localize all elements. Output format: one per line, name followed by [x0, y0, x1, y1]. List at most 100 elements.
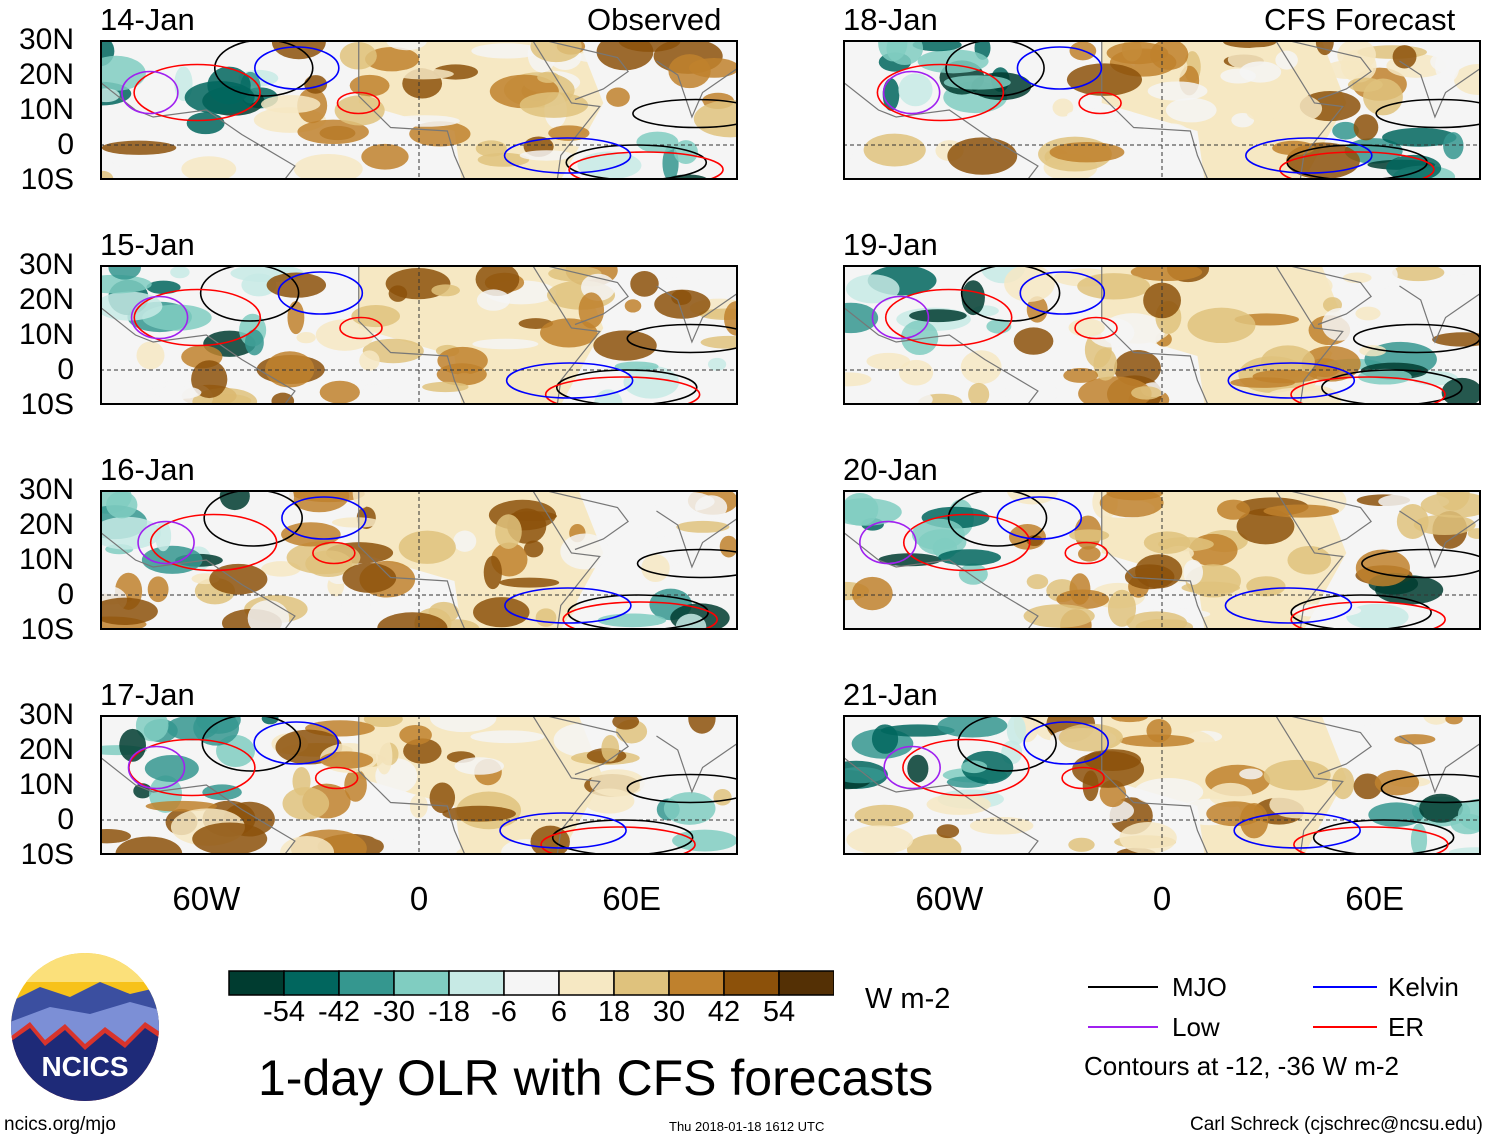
- olr-anomaly-patch: [909, 309, 967, 323]
- olr-anomaly-patch: [695, 495, 728, 520]
- contour-kel: [1245, 137, 1373, 174]
- olr-anomaly-patch: [639, 774, 659, 797]
- olr-anomaly-patch: [389, 115, 460, 127]
- olr-anomaly-patch: [912, 40, 962, 52]
- olr-anomaly-patch: [540, 318, 598, 348]
- olr-anomaly-patch: [1392, 265, 1445, 282]
- contour-kel: [253, 721, 339, 765]
- olr-anomaly-patch: [219, 490, 250, 511]
- olr-anomaly-patch: [352, 490, 372, 509]
- longitude-label: 60E: [602, 880, 662, 917]
- olr-anomaly-patch: [196, 715, 241, 734]
- colorbar-swatch: [393, 970, 450, 996]
- olr-anomaly-patch: [654, 289, 711, 319]
- contour-mjo: [213, 40, 314, 97]
- colorbar-tick-label: -6: [491, 996, 517, 1028]
- olr-anomaly-patch: [866, 352, 911, 370]
- latitude-label: 0: [57, 578, 74, 611]
- olr-anomaly-patch: [968, 382, 990, 405]
- olr-anomaly-patch: [958, 563, 988, 585]
- olr-anomaly-patch: [1457, 798, 1481, 831]
- olr-anomaly-patch: [304, 75, 328, 94]
- olr-anomaly-patch: [361, 143, 409, 170]
- olr-anomaly-patch: [854, 804, 914, 827]
- olr-anomaly-patch: [112, 154, 135, 168]
- olr-anomaly-patch: [1119, 734, 1195, 747]
- olr-anomaly-patch: [1413, 514, 1476, 535]
- olr-anomaly-patch: [429, 782, 456, 814]
- olr-anomaly-patch: [1187, 307, 1256, 344]
- olr-anomaly-patch: [1331, 767, 1355, 800]
- olr-anomaly-patch: [1230, 86, 1286, 102]
- olr-anomaly-patch: [1126, 611, 1188, 630]
- olr-anomaly-patch: [880, 724, 955, 737]
- olr-anomaly-patch: [334, 95, 385, 126]
- latitude-label: 30N: [18, 248, 74, 281]
- contour-mjo: [1361, 548, 1481, 579]
- contour-mjo: [947, 490, 1048, 547]
- contour-er: [1061, 766, 1105, 790]
- latitude-label: 0: [57, 128, 74, 161]
- colorbar-swatch: [448, 970, 505, 996]
- olr-anomaly-patch: [886, 40, 924, 66]
- olr-anomaly-patch: [843, 302, 879, 334]
- contour-er: [339, 316, 383, 340]
- olr-anomaly-patch: [244, 329, 264, 356]
- colorbar-swatch: [668, 970, 725, 996]
- olr-anomaly-patch: [606, 87, 630, 107]
- olr-map-panel: [100, 490, 738, 630]
- olr-anomaly-patch: [719, 535, 738, 558]
- olr-anomaly-patch: [453, 530, 477, 552]
- olr-anomaly-patch: [472, 338, 539, 350]
- olr-anomaly-patch: [241, 273, 277, 297]
- olr-anomaly-patch: [454, 757, 504, 775]
- olr-anomaly-patch: [135, 715, 169, 742]
- olr-anomaly-patch: [186, 112, 225, 135]
- olr-anomaly-patch: [1382, 127, 1457, 147]
- colorbar-swatch: [283, 970, 340, 996]
- contour-mjo: [1375, 98, 1481, 129]
- olr-anomaly-patch: [1236, 508, 1295, 545]
- latitude-label: 10N: [18, 543, 74, 576]
- olr-anomaly-patch: [281, 522, 341, 547]
- olr-anomaly-patch: [170, 266, 190, 279]
- olr-anomaly-patch: [282, 787, 330, 820]
- olr-map-panel: [100, 715, 738, 855]
- olr-anomaly-patch: [1067, 108, 1137, 123]
- olr-anomaly-patch: [961, 750, 1014, 785]
- olr-anomaly-patch: [1143, 531, 1191, 554]
- contour-mjo: [1321, 369, 1463, 405]
- olr-anomaly-patch: [535, 608, 557, 627]
- legend-line-er: [1313, 1026, 1377, 1028]
- observed-header: Observed: [587, 2, 722, 37]
- contour-er: [1074, 316, 1118, 340]
- olr-anomaly-patch: [926, 793, 991, 815]
- olr-anomaly-patch: [344, 768, 367, 802]
- panel-date: 17-Jan: [100, 677, 195, 712]
- olr-anomaly-patch: [1355, 549, 1410, 587]
- olr-anomaly-patch: [409, 121, 471, 147]
- olr-anomaly-patch: [1131, 386, 1162, 400]
- olr-anomaly-patch: [1058, 723, 1123, 752]
- olr-anomaly-patch: [1467, 528, 1481, 539]
- olr-anomaly-patch: [1208, 782, 1253, 808]
- olr-anomaly-patch: [473, 597, 530, 628]
- olr-anomaly-patch: [1078, 546, 1101, 562]
- olr-anomaly-patch: [1013, 327, 1054, 355]
- contour-mjo: [632, 98, 738, 129]
- olr-anomaly-patch: [898, 359, 934, 386]
- contour-mjo: [199, 265, 300, 322]
- olr-anomaly-patch: [349, 74, 390, 97]
- olr-anomaly-patch: [548, 125, 590, 141]
- olr-anomaly-patch: [519, 92, 589, 118]
- olr-anomaly-patch: [1346, 603, 1409, 630]
- longitude-label: 60W: [172, 880, 241, 917]
- olr-anomaly-patch: [470, 730, 545, 744]
- olr-anomaly-patch: [1368, 802, 1424, 827]
- olr-anomaly-patch: [442, 805, 516, 822]
- olr-anomaly-patch: [260, 95, 321, 114]
- olr-anomaly-patch: [597, 613, 667, 628]
- longitude-label: 60W: [915, 880, 984, 917]
- olr-anomaly-patch: [247, 600, 290, 630]
- olr-anomaly-patch: [843, 493, 879, 526]
